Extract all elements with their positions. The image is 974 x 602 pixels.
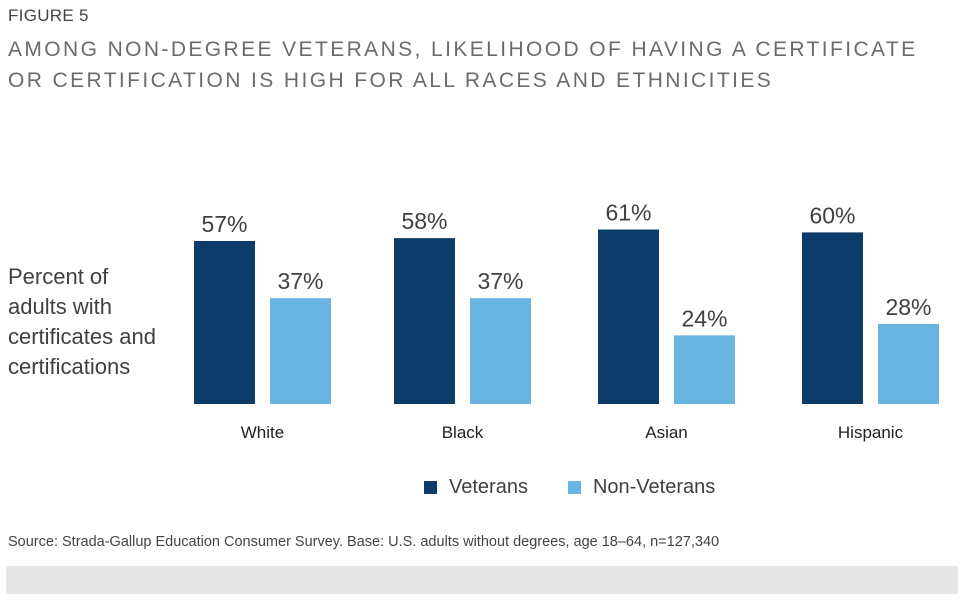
legend-swatch-non-veterans <box>567 481 581 494</box>
source-note: Source: Strada-Gallup Education Consumer… <box>8 534 720 550</box>
category-label-white: White <box>241 423 284 442</box>
bar-asian-veterans <box>598 229 659 404</box>
legend-label-veterans: Veterans <box>449 476 528 498</box>
legend-item-veterans: Veterans <box>424 476 528 499</box>
bar-hispanic-veterans <box>802 232 863 404</box>
chart-title: AMONG NON-DEGREE VETERANS, LIKELIHOOD OF… <box>8 38 918 92</box>
y-axis-label: Percent of adults with certificates and … <box>8 264 156 379</box>
bar-black-non-veterans <box>470 298 531 404</box>
data-label-black-veterans: 58% <box>401 208 447 234</box>
data-label-asian-veterans: 61% <box>605 200 651 226</box>
legend-label-non-veterans: Non-Veterans <box>592 476 716 498</box>
footer-bar <box>6 566 958 594</box>
category-label-asian: Asian <box>645 423 688 442</box>
bar-hispanic-non-veterans <box>878 323 939 404</box>
category-label-hispanic: Hispanic <box>838 423 904 442</box>
data-label-white-non-veterans: 37% <box>277 268 323 294</box>
legend-swatch-veterans <box>424 481 437 494</box>
data-label-hispanic-non-veterans: 28% <box>885 294 931 320</box>
data-label-black-non-veterans: 37% <box>477 268 523 294</box>
data-label-asian-non-veterans: 24% <box>681 305 727 331</box>
bar-white-non-veterans <box>270 298 331 404</box>
bar-asian-non-veterans <box>674 335 735 404</box>
legend-item-non-veterans: Non-Veterans <box>567 476 716 499</box>
data-label-white-veterans: 57% <box>201 211 247 237</box>
figure-label: FIGURE 5 <box>8 6 89 25</box>
bar-white-veterans <box>194 240 255 404</box>
legend: Veterans Non-Veterans <box>424 476 755 499</box>
data-label-hispanic-veterans: 60% <box>809 202 855 228</box>
bar-black-veterans <box>394 238 455 404</box>
category-label-black: Black <box>442 423 484 442</box>
bar-chart: 57% 37% White 58% 37% Black 61% 24% Asian 60% 28% H… <box>194 200 939 442</box>
